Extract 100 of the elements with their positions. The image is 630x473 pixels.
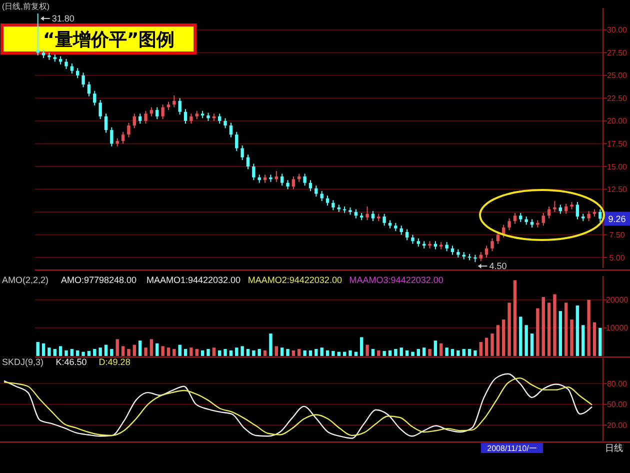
bar — [456, 350, 460, 356]
bar — [502, 320, 506, 356]
bar — [314, 348, 318, 356]
bar — [144, 348, 148, 356]
bar — [576, 305, 580, 356]
bar — [190, 348, 193, 356]
bar — [286, 348, 290, 356]
bar — [121, 346, 125, 356]
bar — [371, 348, 375, 356]
bar — [36, 342, 40, 356]
bar — [348, 350, 352, 356]
candlestick — [76, 68, 80, 79]
bar — [110, 348, 114, 356]
candlestick — [161, 104, 164, 120]
bar — [326, 350, 330, 356]
bar — [582, 325, 585, 356]
bar — [462, 348, 466, 356]
bar — [274, 346, 278, 356]
bar — [156, 343, 159, 356]
bar — [229, 350, 233, 356]
text: K:46.50 — [56, 357, 87, 367]
bar — [200, 350, 204, 356]
candlestick — [224, 118, 227, 129]
y-tick-label: 25.00 — [606, 71, 628, 80]
y-tick-label: 12.50 — [606, 185, 628, 194]
candlestick — [229, 122, 233, 138]
bar — [598, 328, 602, 356]
bar — [547, 302, 551, 356]
bar — [564, 302, 568, 356]
candlestick — [70, 63, 74, 74]
candlestick — [36, 12, 40, 56]
candlestick — [121, 131, 125, 144]
candlestick — [371, 210, 375, 222]
bar — [422, 348, 426, 356]
bar — [127, 348, 130, 356]
y-tick-label: 27.50 — [606, 48, 628, 58]
bar — [212, 348, 216, 356]
annotation: MAAMO3:94422032.00 — [349, 275, 444, 285]
candlestick — [308, 180, 312, 192]
candlestick — [292, 176, 296, 190]
bar — [76, 350, 80, 356]
annotation: 31.80 — [52, 14, 74, 24]
bar — [558, 311, 562, 356]
candlestick — [93, 90, 96, 106]
candlestick — [98, 99, 102, 120]
bar — [524, 325, 528, 356]
candlestick — [411, 234, 414, 244]
bar — [258, 348, 261, 356]
bar — [58, 346, 62, 356]
candlestick — [484, 245, 488, 258]
bar — [508, 302, 511, 356]
candlestick — [240, 145, 244, 161]
y-tick-label: 15.00 — [606, 162, 628, 172]
y-tick-label: 20.00 — [606, 116, 628, 126]
text: “量增价平”图例 — [43, 29, 175, 50]
candlestick — [184, 108, 188, 124]
bar — [93, 348, 96, 356]
bar — [178, 344, 182, 356]
annotation: MAAMO2:94422032.00 — [248, 275, 342, 285]
candlestick — [82, 72, 85, 88]
candlestick — [87, 81, 91, 97]
bar — [246, 348, 250, 356]
chart-title: SKDJ(9,3) — [2, 357, 44, 367]
bar — [553, 294, 556, 356]
annotation: MAAMO1:94422032.00 — [146, 275, 241, 285]
candlestick — [235, 131, 238, 152]
bar — [240, 346, 244, 356]
bar — [519, 316, 522, 356]
candlestick — [246, 154, 250, 170]
candlestick — [445, 242, 448, 252]
bar — [252, 350, 256, 356]
bar — [161, 346, 164, 356]
candlestick — [138, 113, 142, 124]
bar — [366, 344, 369, 356]
candlestick — [519, 212, 522, 223]
bar — [138, 340, 142, 356]
candlestick — [303, 173, 306, 186]
bar — [132, 344, 136, 356]
candlestick — [332, 200, 335, 211]
bar — [587, 300, 590, 356]
text: 2008/11/10/一 — [487, 444, 537, 453]
bar — [434, 340, 438, 356]
bar — [474, 350, 477, 356]
bar — [116, 339, 119, 356]
y-tick-label: 7.50 — [609, 230, 626, 240]
bar — [428, 348, 432, 356]
bar — [42, 343, 46, 356]
annotation: 4.50 — [489, 261, 507, 272]
bar — [496, 325, 500, 356]
bar — [150, 339, 154, 356]
bar — [440, 343, 443, 356]
text: 9.26 — [608, 214, 626, 224]
bar — [292, 350, 296, 356]
bar — [490, 334, 494, 356]
bar — [416, 348, 420, 356]
candlestick — [156, 106, 159, 120]
bar — [394, 348, 398, 356]
bar — [206, 348, 210, 356]
bar — [184, 348, 188, 356]
candlestick — [104, 113, 108, 134]
